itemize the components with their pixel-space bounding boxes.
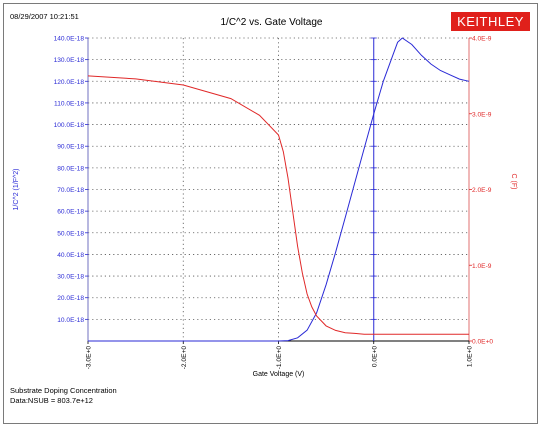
y-left-tick-label: 40.0E-18 bbox=[57, 252, 84, 259]
y-right-axis-label: C (F) bbox=[510, 174, 517, 190]
y-right-tick-label: 1.0E-9 bbox=[472, 263, 492, 270]
y-left-tick-label: 50.0E-18 bbox=[57, 230, 84, 237]
brand-logo: KEITHLEY bbox=[451, 12, 530, 31]
y-left-tick-label: 60.0E-18 bbox=[57, 209, 84, 216]
y-right-tick-label: 2.0E-9 bbox=[472, 187, 492, 194]
series-line-capacitance bbox=[87, 75, 469, 335]
y-left-tick-label: 20.0E-18 bbox=[57, 295, 84, 302]
y-left-tick-label: 120.0E-18 bbox=[54, 79, 85, 86]
y-right-tick-label: 4.0E-9 bbox=[472, 36, 492, 43]
x-tick-label: -1.0E+0 bbox=[276, 346, 283, 370]
y-left-tick-label: 140.0E-18 bbox=[54, 36, 85, 43]
y-left-axis-label: 1/C^2 (1/F^2) bbox=[13, 169, 20, 211]
y-left-tick-label: 30.0E-18 bbox=[57, 274, 84, 281]
footer-doping-value: Data:NSUB = 803.7e+12 bbox=[10, 396, 93, 405]
y-left-tick-label: 110.0E-18 bbox=[54, 100, 84, 107]
x-tick-label: 0.0E+0 bbox=[371, 346, 378, 367]
y-left-tick-label: 10.0E-18 bbox=[57, 317, 84, 324]
y-left-tick-label: 130.0E-18 bbox=[54, 57, 85, 64]
x-axis-label: Gate Voltage (V) bbox=[253, 371, 305, 378]
y-right-tick-label: 0.0E+0 bbox=[472, 339, 493, 346]
y-left-tick-label: 70.0E-18 bbox=[57, 187, 84, 194]
series-line-inverse-c-squared bbox=[88, 37, 470, 342]
x-tick-label: 1.0E+0 bbox=[467, 346, 474, 367]
y-left-tick-label: 100.0E-18 bbox=[54, 122, 85, 129]
y-left-tick-label: 90.0E-18 bbox=[57, 144, 84, 151]
x-tick-label: -2.0E+0 bbox=[181, 346, 188, 370]
report-frame bbox=[3, 3, 538, 424]
footer-doping-label: Substrate Doping Concentration bbox=[10, 386, 117, 395]
chart-title: 1/C^2 vs. Gate Voltage bbox=[220, 17, 323, 28]
y-left-tick-label: 80.0E-18 bbox=[57, 165, 84, 172]
y-right-tick-label: 3.0E-9 bbox=[472, 111, 492, 118]
x-tick-label: -3.0E+0 bbox=[86, 346, 93, 370]
timestamp: 08/29/2007 10:21:51 bbox=[10, 12, 79, 21]
